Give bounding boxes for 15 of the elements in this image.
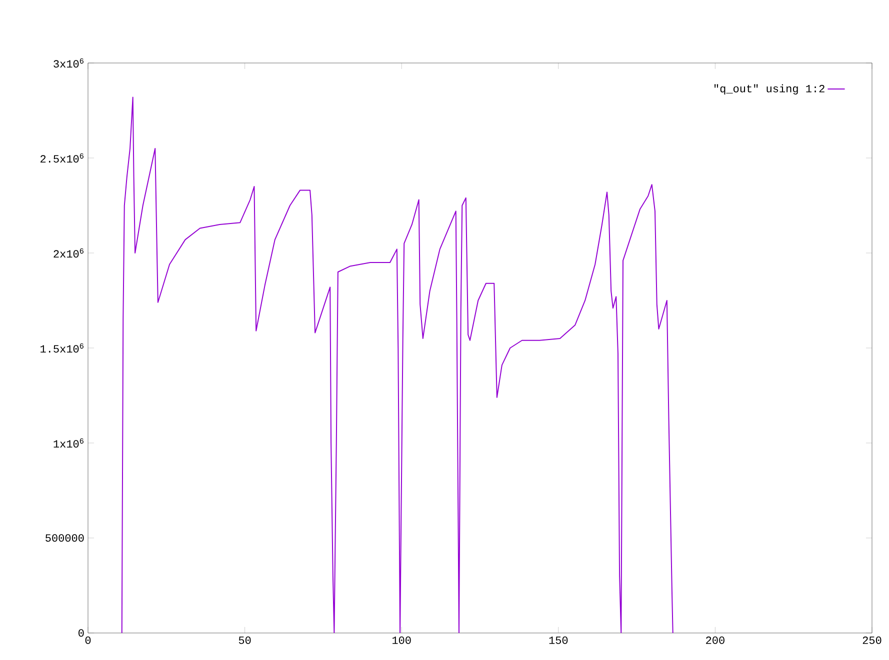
x-tick-label: 150 — [549, 636, 568, 644]
y-tick-label: 2x10$^{6}$ — [54, 248, 84, 258]
y-tick-label: 500000 — [46, 534, 84, 542]
x-tick-label: 250 — [862, 636, 882, 644]
x-tick-label: 0 — [85, 636, 91, 644]
y-tick-label: 0 — [78, 629, 84, 637]
y-tick-label: 3x10$^{6}$ — [54, 58, 84, 68]
x-tick-label: 200 — [706, 636, 724, 644]
y-tick-label: 1x10$^{6}$ — [54, 438, 84, 448]
line-series — [121, 96, 674, 633]
y-tick-label: 2.5x10$^{6}$ — [40, 153, 84, 163]
y-tick-label: 1.5x10$^{6}$ — [40, 343, 84, 353]
x-tick-label: 100 — [392, 636, 411, 644]
x-tick-label: 50 — [238, 636, 251, 644]
legend-label: "q_out" using 1:2 — [714, 84, 824, 95]
